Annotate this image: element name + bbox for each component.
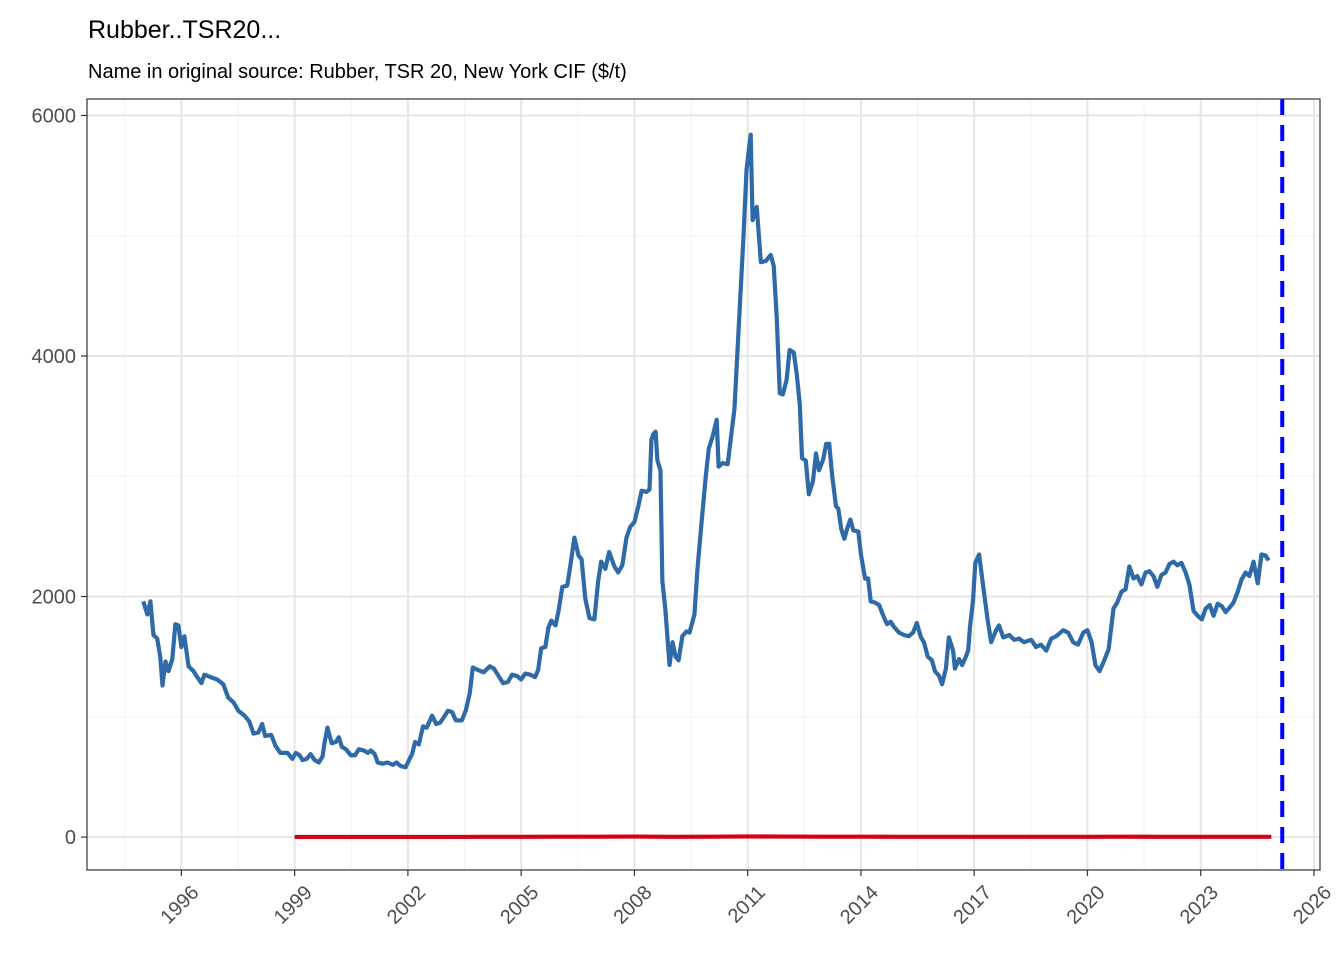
chart-subtitle: Name in original source: Rubber, TSR 20,… bbox=[88, 61, 627, 83]
x-tick-label: 2005 bbox=[496, 882, 543, 929]
chart-title: Rubber..TSR20... bbox=[88, 16, 281, 44]
x-tick-label: 2011 bbox=[724, 882, 770, 928]
x-tick-label: 1996 bbox=[157, 882, 204, 929]
x-tick-label: 1999 bbox=[270, 882, 317, 929]
x-tick-label: 2008 bbox=[610, 882, 657, 929]
x-tick-label: 2017 bbox=[949, 882, 996, 929]
axes: 0 2000 4000 6000 1996 1999 2002 2005 2008 2011 201… bbox=[32, 105, 1337, 928]
x-tick-label: 2014 bbox=[836, 882, 883, 929]
x-tick-label: 2023 bbox=[1176, 882, 1223, 929]
x-tick-label: 2026 bbox=[1289, 882, 1336, 929]
y-tick-label: 6000 bbox=[32, 105, 77, 127]
y-tick-label: 2000 bbox=[32, 587, 77, 609]
plot-area bbox=[143, 99, 1282, 870]
x-tick-label: 2020 bbox=[1063, 882, 1110, 929]
y-tick-label: 4000 bbox=[32, 346, 77, 368]
x-tick-label: 2002 bbox=[383, 882, 430, 929]
y-tick-label: 0 bbox=[65, 827, 76, 849]
data-line bbox=[143, 135, 1268, 768]
